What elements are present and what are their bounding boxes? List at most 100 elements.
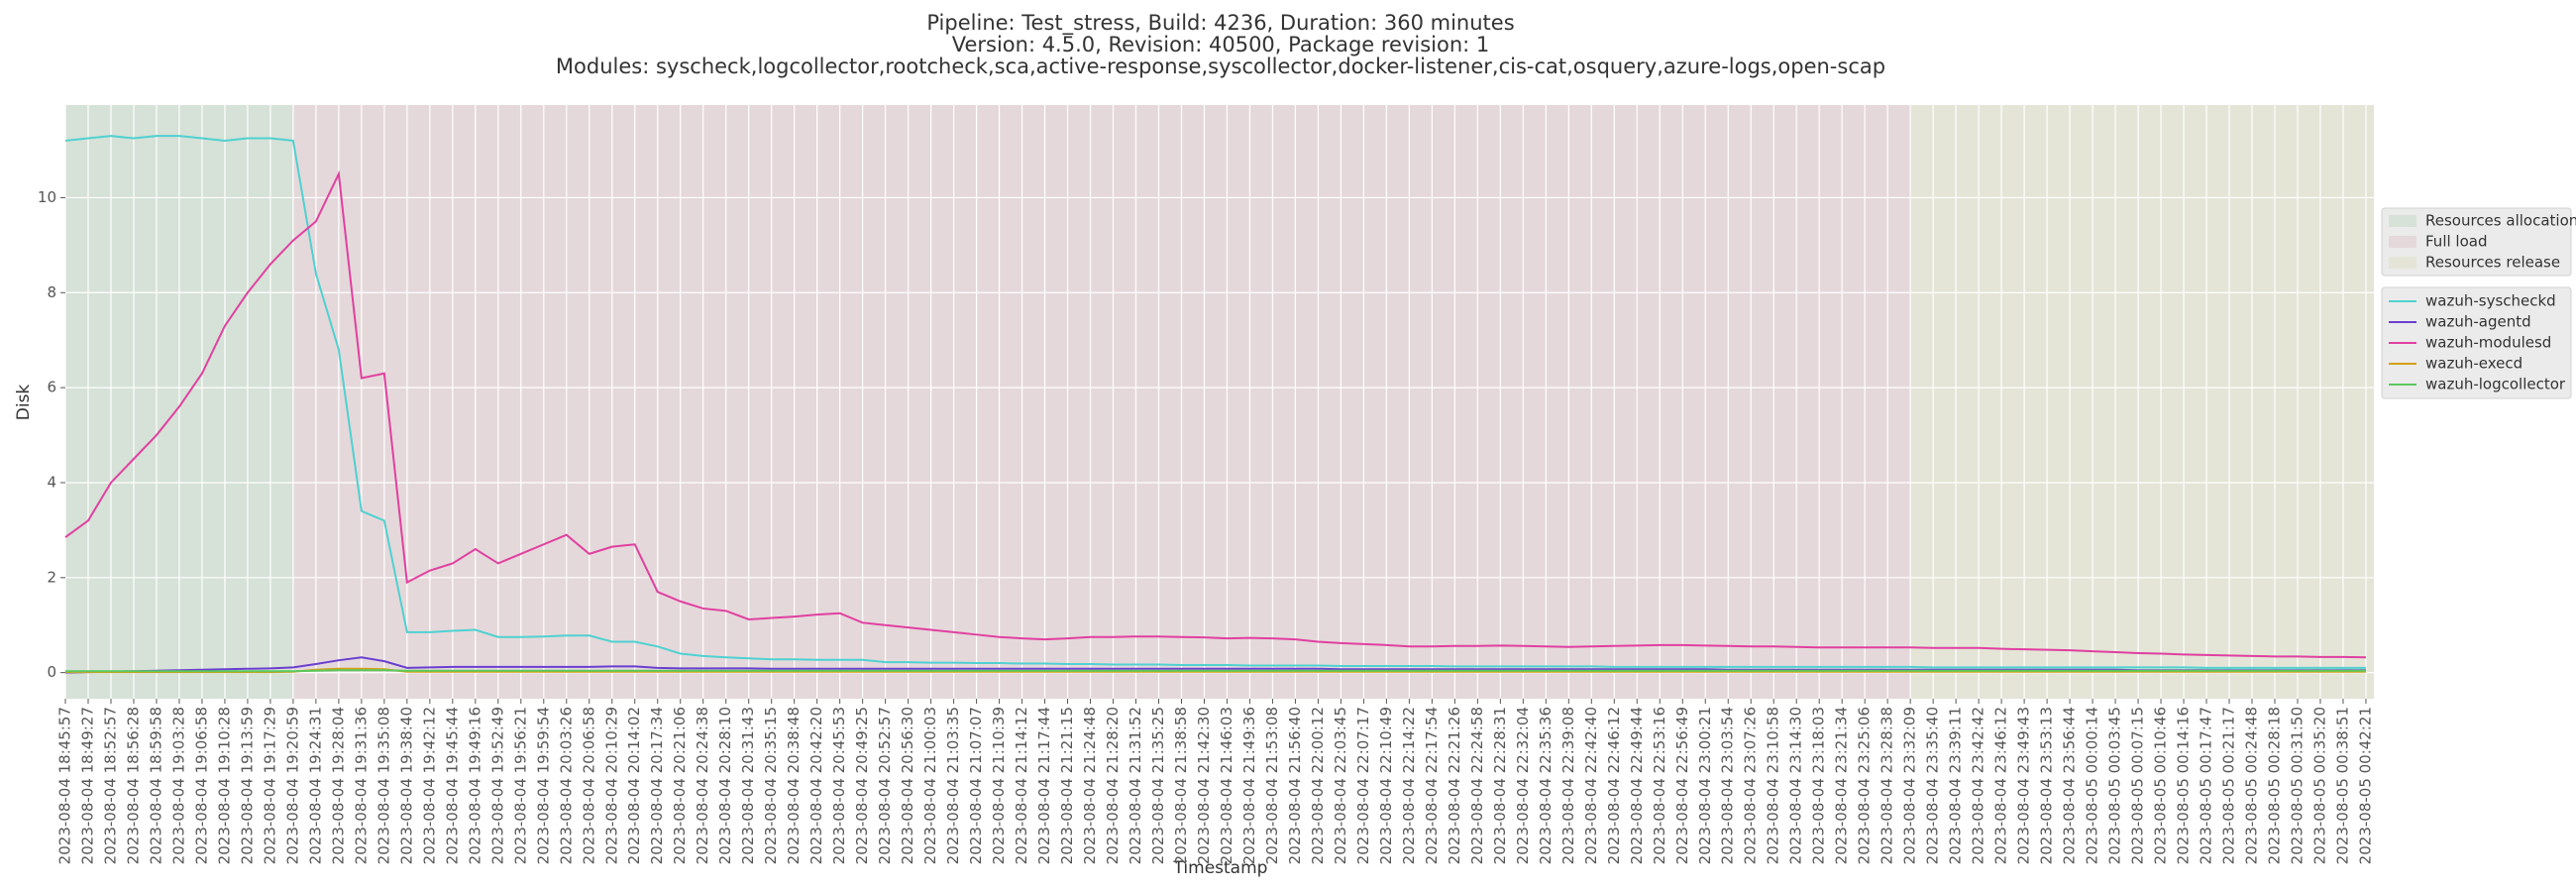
x-tick-label: 2023-08-04 21:03:35 bbox=[944, 707, 962, 864]
x-tick-label: 2023-08-04 22:00:12 bbox=[1309, 707, 1327, 864]
x-tick-label: 2023-08-04 19:13:59 bbox=[238, 707, 256, 864]
x-tick-label: 2023-08-04 22:53:16 bbox=[1651, 707, 1668, 864]
x-tick-label: 2023-08-04 19:49:16 bbox=[466, 707, 483, 864]
legend-label: Full load bbox=[2425, 233, 2487, 251]
series-line bbox=[64, 169, 2366, 659]
y-tick-label: 2 bbox=[47, 568, 56, 586]
x-tick-label: 2023-08-04 18:56:28 bbox=[124, 707, 142, 864]
x-tick-label: 2023-08-04 21:53:08 bbox=[1263, 707, 1281, 864]
x-tick-label: 2023-08-04 19:42:12 bbox=[420, 707, 438, 864]
x-tick-label: 2023-08-04 23:10:58 bbox=[1765, 707, 1782, 864]
x-tick-label: 2023-08-04 23:32:09 bbox=[1901, 707, 1919, 864]
x-tick-label: 2023-08-04 18:52:57 bbox=[101, 707, 119, 864]
x-tick-label: 2023-08-05 00:31:50 bbox=[2288, 707, 2306, 864]
y-tick-label: 8 bbox=[47, 283, 56, 301]
x-tick-label: 2023-08-04 19:52:49 bbox=[488, 707, 506, 864]
x-tick-label: 2023-08-05 00:10:46 bbox=[2152, 707, 2170, 864]
x-tick-label: 2023-08-04 19:17:29 bbox=[261, 707, 278, 864]
x-tick-label: 2023-08-04 21:49:36 bbox=[1240, 707, 1258, 864]
x-tick-label: 2023-08-04 22:14:22 bbox=[1400, 707, 1418, 864]
x-axis-label: Timestamp bbox=[1173, 858, 1268, 878]
x-tick-label: 2023-08-04 19:28:04 bbox=[329, 707, 347, 864]
x-tick-label: 2023-08-04 20:35:15 bbox=[762, 707, 780, 864]
legend-label: Resources allocation bbox=[2425, 212, 2576, 230]
x-tick-label: 2023-08-04 23:28:38 bbox=[1878, 707, 1896, 864]
x-tick-label: 2023-08-04 21:21:15 bbox=[1058, 707, 1076, 864]
x-tick-label: 2023-08-04 19:10:28 bbox=[215, 707, 233, 864]
x-tick-label: 2023-08-04 21:42:30 bbox=[1195, 707, 1213, 864]
x-tick-label: 2023-08-04 20:31:43 bbox=[739, 707, 757, 864]
series-line bbox=[65, 669, 2366, 673]
legend-box bbox=[2381, 286, 2572, 399]
phase-span bbox=[1910, 105, 2374, 699]
x-tick-label: 2023-08-05 00:42:21 bbox=[2356, 707, 2374, 864]
legend-swatch bbox=[2389, 236, 2416, 248]
series-line bbox=[64, 135, 2366, 669]
chart-title: Modules: syscheck,logcollector,rootcheck… bbox=[556, 55, 1885, 78]
x-tick-label: 2023-08-05 00:17:47 bbox=[2198, 707, 2215, 864]
x-tick-label: 2023-08-04 23:21:34 bbox=[1833, 707, 1851, 864]
x-tick-label: 2023-08-04 18:45:57 bbox=[56, 707, 74, 864]
x-tick-label: 2023-08-04 22:07:17 bbox=[1354, 707, 1372, 864]
x-tick-label: 2023-08-04 22:03:45 bbox=[1332, 707, 1349, 864]
x-tick-label: 2023-08-04 20:49:25 bbox=[853, 707, 871, 864]
x-tick-label: 2023-08-04 23:14:30 bbox=[1787, 707, 1805, 864]
x-tick-label: 2023-08-04 22:35:36 bbox=[1537, 707, 1555, 864]
x-tick-label: 2023-08-04 23:42:42 bbox=[1970, 707, 1987, 864]
x-tick-label: 2023-08-05 00:38:51 bbox=[2333, 707, 2351, 864]
chart-title: Pipeline: Test_stress, Build: 4236, Dura… bbox=[926, 11, 1514, 36]
x-tick-label: 2023-08-04 21:35:25 bbox=[1149, 707, 1167, 864]
x-tick-label: 2023-08-05 00:35:20 bbox=[2310, 707, 2328, 864]
x-tick-label: 2023-08-05 00:24:48 bbox=[2243, 707, 2261, 864]
y-tick-label: 4 bbox=[47, 473, 56, 491]
x-tick-label: 2023-08-04 22:42:40 bbox=[1582, 707, 1600, 864]
x-tick-label: 2023-08-04 20:56:30 bbox=[899, 707, 916, 864]
chart-title: Version: 4.5.0, Revision: 40500, Package… bbox=[952, 33, 1490, 56]
x-tick-label: 2023-08-05 00:00:14 bbox=[2084, 707, 2101, 864]
x-tick-label: 2023-08-05 00:03:45 bbox=[2106, 707, 2124, 864]
x-tick-label: 2023-08-04 19:35:08 bbox=[375, 707, 392, 864]
x-tick-label: 2023-08-04 23:18:03 bbox=[1810, 707, 1828, 864]
x-tick-label: 2023-08-04 22:49:44 bbox=[1628, 707, 1646, 864]
x-tick-label: 2023-08-04 21:56:40 bbox=[1286, 707, 1304, 864]
x-tick-label: 2023-08-04 23:53:13 bbox=[2038, 707, 2056, 864]
x-tick-label: 2023-08-04 22:39:08 bbox=[1559, 707, 1577, 864]
x-tick-label: 2023-08-04 20:21:06 bbox=[671, 707, 689, 864]
x-tick-label: 2023-08-04 21:38:58 bbox=[1172, 707, 1190, 864]
x-tick-label: 2023-08-04 23:56:44 bbox=[2061, 707, 2079, 864]
x-tick-label: 2023-08-04 22:17:54 bbox=[1423, 707, 1441, 864]
legend-label: wazuh-syscheckd bbox=[2425, 292, 2556, 310]
x-tick-label: 2023-08-04 22:21:26 bbox=[1446, 707, 1463, 864]
legend-label: wazuh-logcollector bbox=[2425, 376, 2566, 393]
legend-box bbox=[2381, 207, 2572, 277]
x-tick-label: 2023-08-04 21:46:03 bbox=[1218, 707, 1235, 864]
x-tick-label: 2023-08-04 21:17:44 bbox=[1035, 707, 1053, 864]
x-tick-label: 2023-08-04 20:14:02 bbox=[625, 707, 643, 864]
x-tick-label: 2023-08-04 19:31:36 bbox=[352, 707, 370, 864]
phase-span bbox=[292, 105, 1911, 699]
x-tick-label: 2023-08-04 22:46:12 bbox=[1605, 707, 1623, 864]
x-tick-label: 2023-08-04 23:00:21 bbox=[1696, 707, 1714, 864]
legend-label: wazuh-agentd bbox=[2425, 313, 2531, 331]
x-tick-label: 2023-08-04 23:49:43 bbox=[2015, 707, 2033, 864]
x-tick-label: 2023-08-04 20:17:34 bbox=[648, 707, 666, 864]
x-tick-label: 2023-08-04 22:24:58 bbox=[1468, 707, 1486, 864]
x-tick-label: 2023-08-04 19:06:58 bbox=[192, 707, 210, 864]
x-tick-label: 2023-08-04 19:03:28 bbox=[169, 707, 187, 864]
y-tick-label: 6 bbox=[47, 379, 56, 396]
x-tick-label: 2023-08-04 22:10:49 bbox=[1377, 707, 1395, 864]
legend-label: wazuh-modulesd bbox=[2425, 334, 2551, 352]
x-tick-label: 2023-08-04 20:06:58 bbox=[580, 707, 597, 864]
x-tick-label: 2023-08-04 21:14:12 bbox=[1013, 707, 1030, 864]
x-tick-label: 2023-08-04 20:10:29 bbox=[602, 707, 620, 864]
x-tick-label: 2023-08-05 00:21:17 bbox=[2220, 707, 2238, 864]
x-tick-label: 2023-08-04 22:32:04 bbox=[1514, 707, 1532, 864]
legend-label: wazuh-execd bbox=[2425, 355, 2522, 373]
x-tick-label: 2023-08-05 00:28:18 bbox=[2265, 707, 2283, 864]
legend-swatch bbox=[2389, 215, 2416, 227]
x-tick-label: 2023-08-04 18:59:58 bbox=[147, 707, 164, 864]
x-tick-label: 2023-08-04 20:42:20 bbox=[807, 707, 825, 864]
x-tick-label: 2023-08-04 19:59:54 bbox=[534, 707, 552, 864]
x-tick-label: 2023-08-04 20:52:57 bbox=[876, 707, 894, 864]
